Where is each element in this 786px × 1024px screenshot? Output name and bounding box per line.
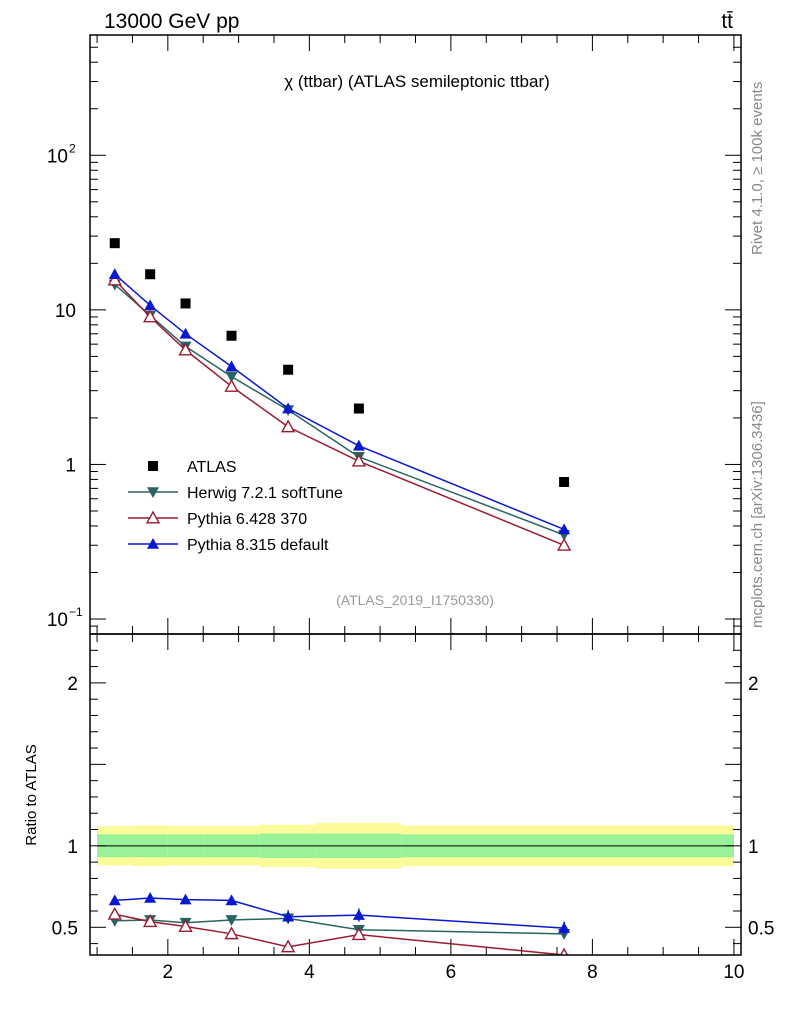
rivet-version-label: Rivet 4.1.0, ≥ 100k events [749,82,766,255]
data-point [559,476,570,487]
data-point [226,330,237,341]
legend-label: Pythia 8.315 default [187,537,329,554]
legend-marker [148,461,158,471]
data-point [180,298,191,309]
ratio-point [225,915,238,926]
series-pythia-8-315-default [108,268,571,535]
data-point [353,403,364,414]
ratio-point [280,939,296,953]
series-pythia-6-428-370 [107,272,572,551]
ratio-point [352,909,365,920]
y-tick-label-right: 1 [748,837,759,858]
x-tick-label: 6 [446,962,457,983]
mcplots-label: mcplots.cern.ch [arXiv:1306.3436] [749,401,766,628]
ratio-series-pythia-8-315-default [108,891,571,935]
data-point [108,268,121,280]
legend-marker [147,487,159,498]
data-point [558,523,571,535]
data-point [109,238,120,249]
y-tick-label: 1 [65,455,76,476]
x-tick-label: 2 [163,962,174,983]
x-tick-label: 10 [723,962,744,983]
legend-label: ATLAS [187,459,237,476]
ratio-series-herwig-7-2-1-softtune [108,913,571,940]
analysis-id: (ATLAS_2019_I1750330) [336,592,494,608]
ratio-point [107,906,122,920]
y-tick-label: 0.5 [52,918,78,939]
y-tick-label-right: 0.5 [748,918,774,939]
y-tick-label: 10 [55,301,76,322]
y-tick-exponent: −1 [69,605,83,619]
y-tick-label: 2 [67,674,78,695]
ratio-point [144,891,157,903]
ratio-frame [89,633,742,956]
data-point [145,269,156,280]
ratio-point [558,922,571,933]
ratio-point [179,893,192,905]
legend: ATLAS Herwig 7.2.1 softTune Pythia 6.428 3… [128,459,343,554]
ratio-point [108,894,121,906]
data-point [178,342,193,356]
data-point [224,378,239,392]
y-tick-label-right: 2 [748,674,759,695]
data-point [179,327,192,339]
process-label: tt̄ [721,10,733,33]
chart-title: χ (ttbar) (ATLAS semileptonic ttbar) [284,72,550,91]
ratio-point [225,894,238,906]
x-tick-label: 4 [304,962,315,983]
ratio-point [282,910,295,922]
data-point [225,360,238,372]
x-tick-label: 8 [587,962,598,983]
ratio-point [351,927,367,941]
data-point [144,299,157,311]
ratio-y-axis-label: Ratio to ATLAS [23,744,40,845]
data-point [225,371,238,383]
ratio-point [224,926,239,940]
data-point [280,419,296,433]
ratio-series-pythia-6-428-370 [107,906,569,955]
ratio-point [142,914,158,928]
data-point [107,272,122,286]
series-line [114,279,565,546]
series-atlas [109,238,570,487]
legend-marker [147,538,159,549]
y-tick-label: 10 [47,610,68,631]
data-point [556,537,572,551]
legend-marker [145,510,161,524]
legend-label: Herwig 7.2.1 softTune [187,485,343,502]
data-point [282,402,295,414]
legend-label: Pythia 6.428 370 [187,511,307,528]
ratio-panel: 0.5 0.5 1 1 2 2 2 4 6 8 10 [52,633,774,983]
y-tick-label: 10 [47,146,68,167]
data-point [142,309,158,323]
y-tick-exponent: 2 [69,141,76,155]
data-point [351,453,367,467]
ratio-point [178,919,193,932]
data-point [283,364,294,375]
energy-label: 13000 GeV pp [104,10,239,33]
y-tick-label: 1 [67,837,78,858]
data-point [352,439,365,451]
